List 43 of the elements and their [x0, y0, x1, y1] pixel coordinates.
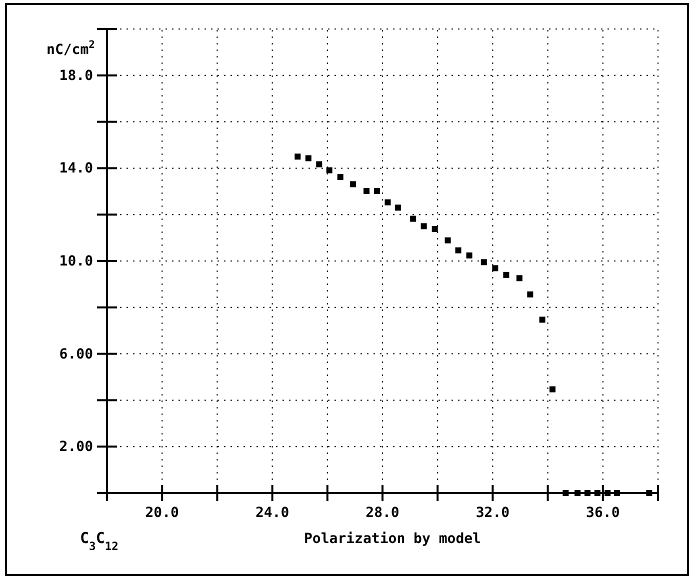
point: [294, 154, 301, 160]
x-tick-label: 32.0: [476, 504, 510, 521]
point: [394, 204, 401, 211]
x-tick-label: 36.0: [586, 504, 620, 521]
point: [455, 247, 462, 254]
point: [444, 237, 451, 244]
point: [432, 226, 438, 232]
point: [549, 386, 556, 392]
y-tick-label: 10.0: [59, 253, 93, 270]
y-axis-title: nC/cm$^{2}$: [46, 39, 95, 58]
point: [374, 188, 380, 194]
point: [503, 272, 510, 278]
point: [316, 161, 322, 168]
point: [337, 174, 344, 180]
x-tick-label: 24.0: [255, 504, 290, 521]
point: [562, 490, 569, 496]
point: [480, 259, 487, 266]
point: [466, 252, 472, 258]
point: [420, 223, 427, 230]
point: [516, 275, 522, 282]
x-tick-label: 28.0: [366, 504, 400, 521]
x-axis-title: Polarization by model: [304, 531, 482, 547]
point: [492, 265, 498, 272]
point: [326, 167, 332, 174]
x-tick-label: 20.0: [145, 504, 179, 521]
point: [646, 490, 652, 496]
point: [410, 216, 416, 222]
y-tick-label: 6.00: [59, 346, 93, 362]
point: [604, 490, 611, 496]
point: [305, 155, 312, 162]
point: [614, 490, 620, 496]
text: C$_{3}$C$_{12}$: [80, 529, 118, 552]
point: [584, 490, 590, 496]
point: [594, 490, 600, 496]
point: [350, 181, 356, 188]
point: [574, 490, 581, 496]
point: [539, 316, 546, 323]
point: [384, 199, 391, 206]
point: [364, 188, 370, 194]
y-tick-label: 2.00: [59, 439, 93, 456]
y-tick-label: 18.0: [59, 68, 93, 84]
y-tick-label: 14.0: [59, 160, 93, 177]
point: [527, 291, 534, 298]
